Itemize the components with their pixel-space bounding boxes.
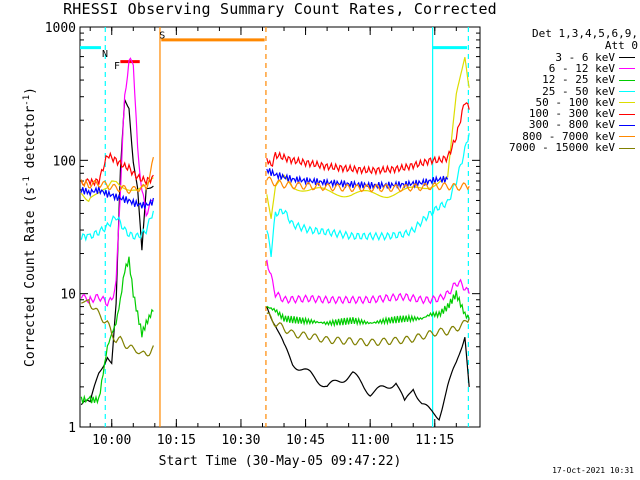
series-line	[266, 133, 470, 257]
legend-swatch	[619, 136, 635, 138]
legend-entry: 50 - 100 keV	[470, 95, 638, 109]
y-axis-label-part: Corrected Count Rate (s	[23, 187, 38, 367]
legend-entry-label: 3 - 6 keV	[555, 50, 615, 64]
chart-title: RHESSI Observing Summary Count Rates, Co…	[63, 0, 497, 18]
series-line	[266, 290, 470, 328]
legend-swatch	[619, 113, 635, 115]
legend-entry: 6 - 12 keV	[470, 61, 638, 75]
x-axis-label: Start Time (30-May-05 09:47:22)	[158, 454, 402, 469]
y-tick-label: 10	[60, 288, 76, 303]
legend-swatch	[619, 68, 635, 70]
plot-frame	[79, 26, 481, 428]
x-tick-label: 10:00	[92, 433, 131, 448]
y-axis-label-part: detector	[23, 106, 38, 177]
series-line	[80, 156, 154, 195]
legend-header-line-1: Det 1,3,4,5,6,9,	[532, 27, 638, 40]
legend-entry-label: 6 - 12 keV	[548, 61, 615, 75]
x-tick-label: 11:15	[415, 433, 454, 448]
series-line	[266, 312, 470, 347]
legend-entry-label: 12 - 25 keV	[542, 73, 615, 87]
timestamp: 17-Oct-2021 10:31	[552, 466, 634, 475]
legend-header-line-2: Att 0	[604, 39, 638, 52]
y-tick-label: 1	[68, 421, 76, 436]
series-line	[266, 306, 470, 421]
y-tick-label: 100	[53, 154, 76, 169]
series-line	[266, 259, 470, 305]
x-tick-label: 10:45	[286, 433, 325, 448]
series-line	[266, 57, 470, 219]
legend-entry: 25 - 50 keV	[470, 84, 638, 98]
y-axis-label-superscript: -1	[22, 176, 32, 187]
x-tick-label: 10:30	[221, 433, 260, 448]
series-line	[266, 102, 470, 176]
event-marker-label: N	[102, 49, 108, 60]
series-line	[80, 186, 154, 209]
legend-entry: 3 - 6 keV	[470, 50, 638, 64]
x-tick-label: 11:00	[351, 433, 390, 448]
event-marker-label: S	[159, 30, 165, 41]
legend-entry-label: 7000 - 15000 keV	[509, 141, 615, 155]
legend-swatch	[619, 124, 635, 126]
series-line	[266, 176, 470, 193]
legend-entry: 12 - 25 keV	[470, 73, 638, 87]
legend-rows: 3 - 6 keV 6 - 12 keV 12 - 25 keV 25 - 50 ke…	[470, 50, 638, 155]
legend-entry-label: 800 - 7000 keV	[522, 129, 615, 143]
legend-entry: 7000 - 15000 keV	[470, 141, 638, 155]
legend-entry-label: 50 - 100 keV	[535, 95, 615, 109]
legend-swatch	[619, 102, 635, 104]
legend-entry-label: 100 - 300 keV	[528, 107, 615, 121]
legend-entry: 300 - 800 keV	[470, 118, 638, 132]
legend-entry: 800 - 7000 keV	[470, 129, 638, 143]
x-tick-label: 10:15	[157, 433, 196, 448]
legend-entry-label: 25 - 50 keV	[542, 84, 615, 98]
series-line	[80, 210, 154, 242]
y-axis-label-part: )	[23, 87, 38, 95]
series-line	[80, 256, 154, 405]
y-axis-label-superscript: -1	[22, 95, 32, 106]
y-tick-label: 1000	[45, 21, 76, 36]
legend-swatch	[619, 147, 635, 149]
series-line	[80, 151, 154, 187]
legend-swatch	[619, 91, 635, 93]
legend-entry-label: 300 - 800 keV	[528, 118, 615, 132]
series-line	[81, 299, 154, 357]
legend: Det 1,3,4,5,6,9, Att 0 3 - 6 keV 6 - 12 k…	[470, 28, 638, 154]
y-axis-label: Corrected Count Rate (s-1 detector-1)	[22, 87, 38, 367]
legend-swatch	[619, 79, 635, 81]
event-marker-label: F	[114, 61, 120, 72]
legend-swatch	[619, 57, 635, 59]
legend-entry: 100 - 300 keV	[470, 107, 638, 121]
